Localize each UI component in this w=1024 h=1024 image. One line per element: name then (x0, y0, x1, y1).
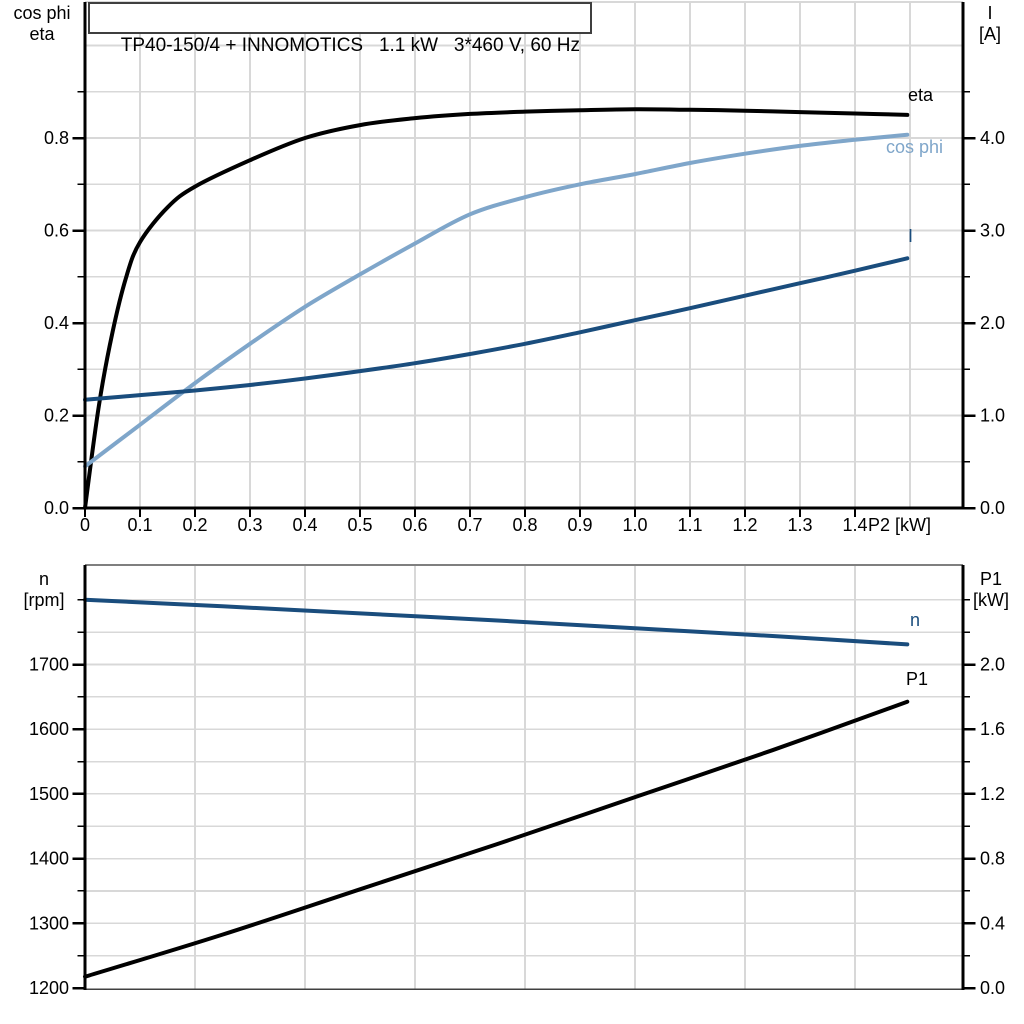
curve-label-n: n (910, 610, 921, 630)
svg-text:1.4: 1.4 (842, 515, 867, 535)
curve-label-current: I (908, 226, 914, 246)
axis-title-rpm-unit: [rpm] (23, 590, 65, 610)
svg-text:0.0: 0.0 (44, 498, 69, 518)
top-chart-ticks: 0.8 0.6 0.4 0.2 0.0 4.0 3.0 2.0 1.0 0.0 0 0.1 0.2 0.3… (44, 91, 1005, 535)
chart-title: TP40-150/4 + INNOMOTICS 1.1 kW 3*460 V, … (120, 35, 580, 56)
axis-title-eta: eta (29, 24, 55, 44)
svg-text:0.8: 0.8 (44, 128, 69, 148)
top-left-axis-title: cos phi eta (4, 3, 80, 45)
chart-title-box: TP40-150/4 + INNOMOTICS 1.1 kW 3*460 V, … (88, 2, 592, 56)
axis-title-p1-unit: [kW] (973, 590, 1009, 610)
svg-text:1.2: 1.2 (732, 515, 757, 535)
svg-text:1.6: 1.6 (980, 719, 1005, 739)
svg-text:0.4: 0.4 (980, 913, 1005, 933)
svg-text:1.3: 1.3 (787, 515, 812, 535)
top-chart-curves (83, 107, 910, 510)
axis-title-current-unit: [A] (978, 24, 1001, 44)
svg-text:0.0: 0.0 (980, 978, 1005, 998)
svg-text:0.6: 0.6 (402, 515, 427, 535)
svg-text:0.0: 0.0 (980, 498, 1005, 518)
bottom-chart-grid (85, 564, 963, 990)
svg-text:1300: 1300 (29, 913, 69, 933)
svg-text:0.9: 0.9 (567, 515, 592, 535)
svg-text:4.0: 4.0 (980, 128, 1005, 148)
svg-text:1.2: 1.2 (980, 784, 1005, 804)
svg-text:P2 [kW]: P2 [kW] (868, 515, 931, 535)
curve-label-p1: P1 (906, 669, 929, 689)
svg-text:1.1: 1.1 (677, 515, 702, 535)
svg-text:1700: 1700 (29, 655, 69, 675)
svg-text:0.4: 0.4 (44, 313, 69, 333)
curve-label-cos-phi: cos phi (886, 137, 944, 157)
svg-text:1.0: 1.0 (980, 406, 1005, 426)
bottom-chart-curves (83, 597, 910, 979)
I-curve (83, 256, 910, 402)
svg-text:1500: 1500 (29, 784, 69, 804)
svg-text:0: 0 (80, 515, 90, 535)
top-chart-grid (85, 1, 963, 508)
axis-title-p1: P1 (979, 569, 1003, 589)
axis-title-cos-phi: cos phi (13, 3, 71, 23)
axis-title-n: n (38, 569, 49, 589)
curve-label-eta: eta (908, 85, 934, 105)
bottom-left-axis-title: n [rpm] (8, 569, 80, 611)
axis-title-current: I (987, 3, 993, 23)
P1-curve (83, 699, 910, 979)
top-right-axis-title: I [A] (962, 3, 1018, 45)
svg-text:0.2: 0.2 (182, 515, 207, 535)
svg-text:1600: 1600 (29, 719, 69, 739)
svg-text:3.0: 3.0 (980, 221, 1005, 241)
svg-text:1400: 1400 (29, 849, 69, 869)
svg-text:1200: 1200 (29, 978, 69, 998)
svg-text:0.6: 0.6 (44, 221, 69, 241)
bottom-chart-axes (83, 565, 965, 990)
bottom-chart-ticks: 1700 1600 1500 1400 1300 1200 2.0 1.6 1.2 0.8 0.4 0… (29, 599, 1005, 998)
svg-text:1.0: 1.0 (622, 515, 647, 535)
eta-curve (83, 107, 910, 510)
svg-text:0.2: 0.2 (44, 406, 69, 426)
svg-text:0.8: 0.8 (980, 849, 1005, 869)
top-chart-axes (83, 2, 965, 510)
bottom-right-axis-title: P1 [kW] (962, 569, 1020, 611)
svg-text:0.7: 0.7 (457, 515, 482, 535)
svg-text:0.8: 0.8 (512, 515, 537, 535)
cos-phi-curve (83, 132, 910, 469)
svg-text:0.3: 0.3 (237, 515, 262, 535)
svg-text:0.4: 0.4 (292, 515, 317, 535)
svg-text:2.0: 2.0 (980, 655, 1005, 675)
svg-text:2.0: 2.0 (980, 313, 1005, 333)
svg-text:0.1: 0.1 (127, 515, 152, 535)
svg-text:0.5: 0.5 (347, 515, 372, 535)
n-curve (83, 597, 910, 647)
